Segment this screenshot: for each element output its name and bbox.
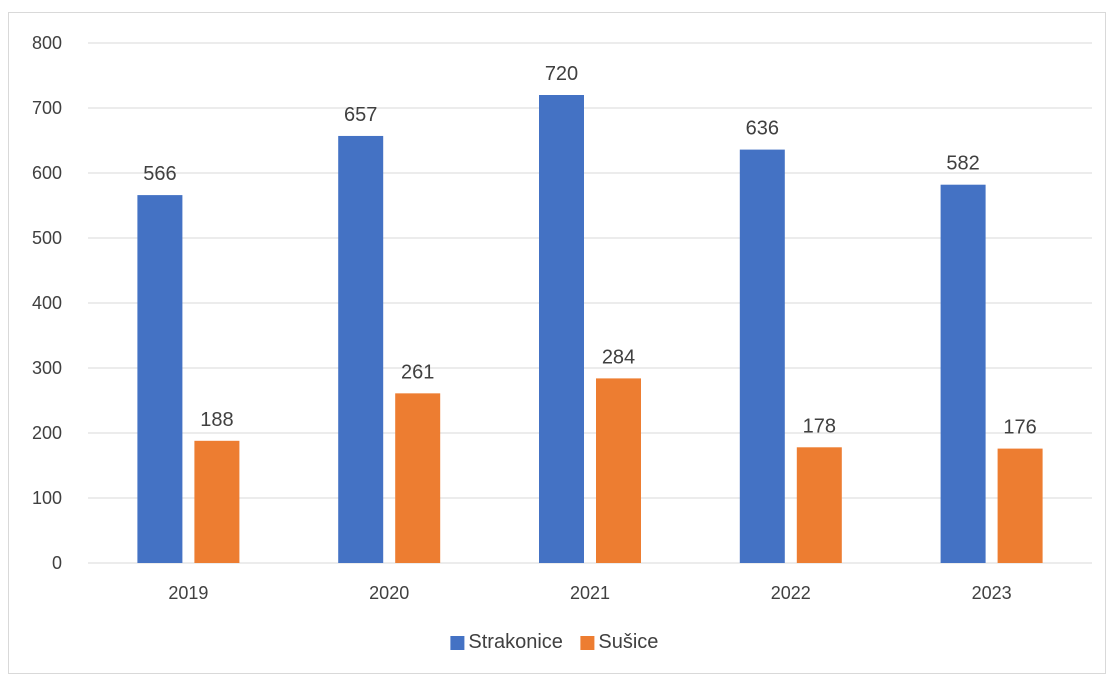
bar-su-ice-2021 [596,378,641,563]
x-tick-label: 2023 [972,583,1012,603]
data-label: 720 [545,63,578,85]
data-label: 636 [746,118,779,140]
y-tick-label: 300 [32,358,62,378]
data-label: 657 [344,104,377,126]
data-label: 178 [803,415,836,437]
legend-label-strakonice: Strakonice [468,631,563,653]
data-label: 566 [143,163,176,185]
y-tick-label: 0 [52,553,62,573]
y-tick-label: 800 [32,33,62,53]
data-label: 261 [401,361,434,383]
data-label: 176 [1003,417,1036,439]
legend-label-su-ice: Sušice [598,631,658,653]
bar-strakonice-2023 [940,184,986,563]
legend: Strakonice Sušice [450,631,658,653]
bar-su-ice-2022 [796,447,842,563]
bar-strakonice-2020 [338,135,384,563]
y-tick-label: 100 [32,488,62,508]
bar-su-ice-2019 [194,440,240,563]
x-axis: 2019 2020 2021 2022 2023 [168,583,1011,603]
y-tick-label: 500 [32,228,62,248]
data-label: 582 [946,153,979,175]
bar-strakonice-2022 [739,149,785,563]
bar-strakonice-2019 [137,195,183,563]
data-labels: 566 188 657 261 720 284 636 178 582 176 [143,63,1037,439]
y-tick-label: 400 [32,293,62,313]
bar-su-ice-2023 [997,448,1043,563]
x-tick-label: 2022 [771,583,811,603]
x-tick-label: 2019 [168,583,208,603]
data-label: 188 [200,409,233,431]
x-tick-label: 2021 [570,583,610,603]
data-label: 284 [602,346,635,368]
y-axis: 0 100 200 300 400 500 600 700 800 [32,33,62,573]
gridlines [88,42,1092,564]
y-tick-label: 200 [32,423,62,443]
legend-swatch-strakonice [450,636,465,650]
y-tick-label: 700 [32,98,62,118]
bars [137,95,1043,563]
x-tick-label: 2020 [369,583,409,603]
y-tick-label: 600 [32,163,62,183]
legend-swatch-su-ice [580,636,595,650]
bar-su-ice-2020 [395,393,441,563]
bar-strakonice-2021 [539,95,584,563]
